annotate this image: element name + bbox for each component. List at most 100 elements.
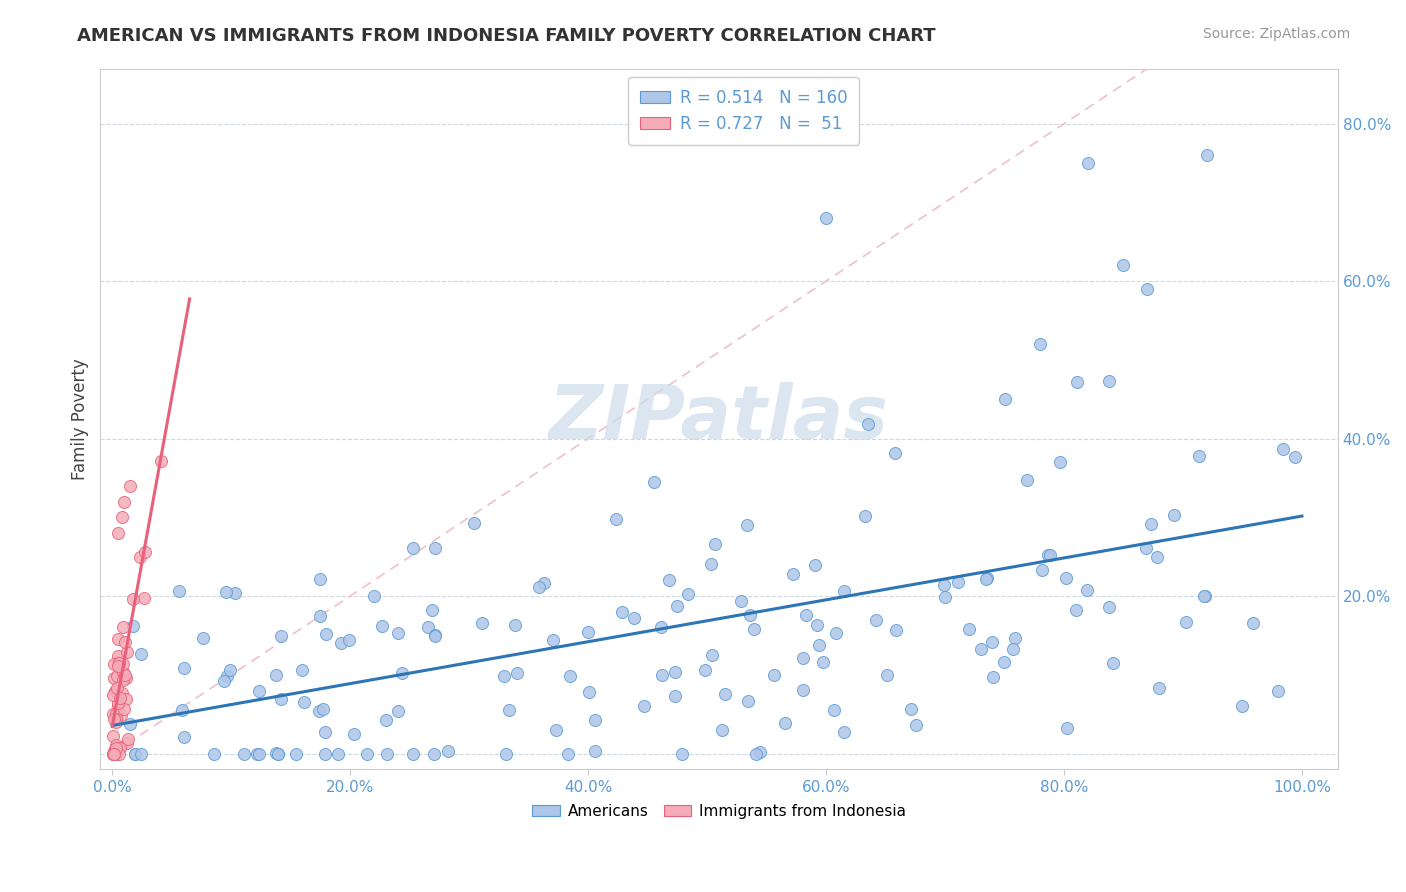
Point	[583, 744, 606, 758]
Point	[1056, 721, 1078, 735]
Point	[104, 707, 127, 722]
Point	[981, 634, 1004, 648]
Point	[101, 747, 124, 761]
Point	[315, 626, 337, 640]
Point	[309, 572, 332, 586]
Point	[1004, 631, 1026, 645]
Point	[498, 703, 520, 717]
Point	[1049, 455, 1071, 469]
Point	[308, 609, 330, 624]
Point	[105, 669, 128, 683]
Point	[105, 742, 128, 756]
Point	[1064, 603, 1087, 617]
Point	[633, 698, 655, 713]
Point	[326, 747, 349, 761]
Point	[120, 717, 142, 731]
Point	[108, 691, 131, 706]
Point	[934, 590, 956, 604]
Point	[900, 702, 922, 716]
Point	[578, 624, 600, 639]
Point	[506, 666, 529, 681]
Point	[804, 558, 827, 573]
Point	[749, 745, 772, 759]
Point	[149, 454, 172, 468]
Point	[247, 747, 270, 761]
Point	[993, 392, 1015, 407]
Point	[541, 632, 564, 647]
Point	[813, 655, 835, 669]
Point	[356, 747, 378, 761]
Point	[215, 669, 238, 683]
Point	[267, 747, 290, 761]
Point	[337, 633, 360, 648]
Point	[167, 583, 190, 598]
Point	[103, 744, 125, 758]
Point	[270, 629, 292, 643]
Point	[112, 701, 135, 715]
Point	[423, 541, 446, 556]
Point	[623, 611, 645, 625]
Point	[270, 691, 292, 706]
Point	[114, 668, 136, 682]
Point	[124, 747, 146, 761]
Point	[773, 716, 796, 731]
Point	[782, 566, 804, 581]
Point	[387, 704, 409, 718]
Point	[115, 736, 138, 750]
Point	[111, 510, 134, 524]
Point	[884, 446, 907, 460]
Point	[112, 665, 135, 679]
Point	[1241, 615, 1264, 630]
Point	[1029, 337, 1052, 351]
Point	[976, 571, 998, 585]
Point	[932, 577, 955, 591]
Point	[578, 685, 600, 699]
Point	[665, 599, 688, 613]
Point	[1195, 148, 1218, 162]
Point	[856, 417, 879, 431]
Point	[122, 591, 145, 606]
Point	[806, 618, 828, 632]
Point	[105, 681, 128, 696]
Point	[650, 620, 672, 634]
Point	[463, 516, 485, 530]
Point	[418, 619, 440, 633]
Point	[107, 632, 129, 646]
Point	[695, 664, 717, 678]
Point	[103, 747, 125, 761]
Point	[375, 747, 398, 761]
Point	[745, 747, 768, 761]
Point	[834, 584, 856, 599]
Point	[1194, 590, 1216, 604]
Point	[425, 628, 447, 642]
Point	[605, 512, 627, 526]
Point	[423, 747, 446, 761]
Legend: Americans, Immigrants from Indonesia: Americans, Immigrants from Indonesia	[526, 797, 912, 825]
Point	[104, 747, 127, 761]
Point	[114, 671, 136, 685]
Point	[792, 651, 814, 665]
Point	[202, 747, 225, 761]
Point	[214, 673, 236, 688]
Point	[117, 732, 139, 747]
Point	[101, 730, 124, 744]
Point	[173, 660, 195, 674]
Point	[104, 715, 127, 730]
Point	[815, 211, 838, 226]
Text: Source: ZipAtlas.com: Source: ZipAtlas.com	[1202, 27, 1350, 41]
Point	[1076, 583, 1098, 598]
Point	[730, 593, 752, 607]
Point	[363, 589, 385, 603]
Point	[104, 683, 127, 698]
Point	[134, 591, 156, 605]
Point	[651, 667, 673, 681]
Point	[267, 747, 290, 761]
Point	[1192, 589, 1215, 603]
Point	[314, 724, 336, 739]
Point	[115, 645, 138, 659]
Point	[343, 726, 366, 740]
Point	[134, 544, 156, 558]
Point	[107, 655, 129, 669]
Point	[1054, 571, 1077, 585]
Point	[825, 626, 848, 640]
